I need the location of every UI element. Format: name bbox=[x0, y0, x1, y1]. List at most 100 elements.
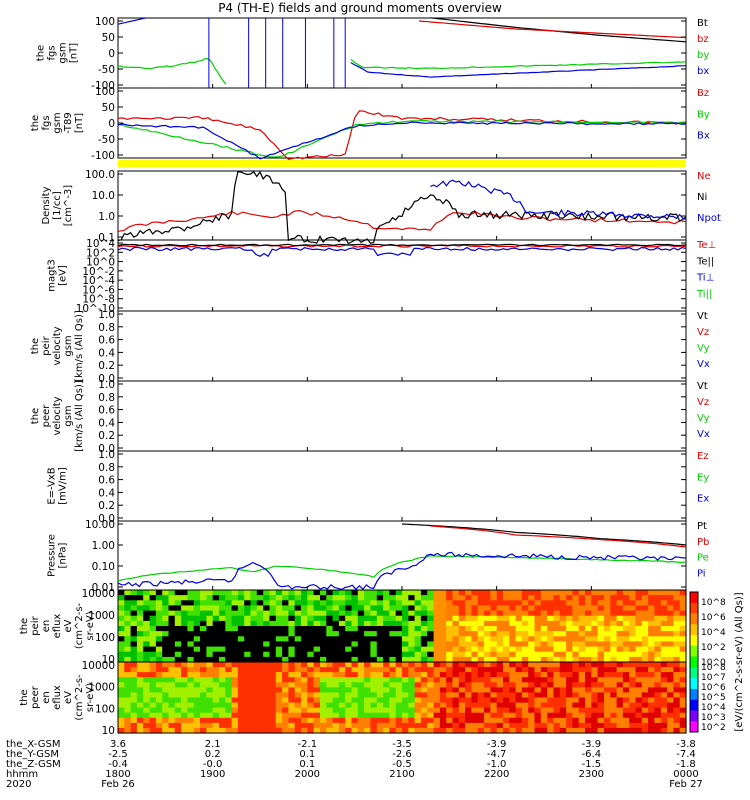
spectrogram-cell bbox=[566, 595, 573, 601]
spectrogram-cell bbox=[219, 651, 226, 658]
spectrogram-cell bbox=[326, 677, 334, 683]
spectrogram-cell bbox=[244, 605, 252, 612]
spectrogram-cell bbox=[149, 707, 157, 714]
spectrogram-cell bbox=[553, 626, 561, 632]
spectrogram-cell bbox=[509, 722, 517, 729]
spectrogram-cell bbox=[168, 615, 176, 622]
spectrogram-cell bbox=[635, 656, 643, 663]
spectrogram-cell bbox=[585, 620, 592, 627]
spectrogram-cell bbox=[174, 600, 182, 606]
colorbar-segment bbox=[690, 699, 698, 711]
spectrogram-cell bbox=[433, 697, 441, 704]
spectrogram-cell bbox=[320, 615, 327, 622]
spectrogram-cell bbox=[572, 615, 580, 622]
spectrogram-cell bbox=[193, 722, 201, 729]
spectrogram-cell bbox=[553, 610, 561, 617]
spectrogram-cell bbox=[553, 717, 561, 724]
spectrogram-cell bbox=[345, 702, 353, 709]
spectrogram-cell bbox=[654, 692, 662, 699]
spectrogram-cell bbox=[610, 620, 618, 627]
spectrogram-cell bbox=[206, 687, 214, 694]
spectrogram-cell bbox=[174, 610, 182, 617]
spectrogram-cell bbox=[528, 697, 536, 704]
spectrogram-cell bbox=[124, 727, 132, 734]
spectrogram-cell bbox=[250, 692, 258, 699]
spectrogram-cell bbox=[648, 615, 655, 622]
spectrogram-cell bbox=[446, 697, 454, 704]
spectrogram-cell bbox=[521, 707, 529, 714]
spectrogram-cell bbox=[604, 626, 611, 632]
footer-row-label: the_Y-GSM bbox=[6, 749, 59, 760]
spectrogram-cell bbox=[427, 697, 435, 704]
spectrogram-cell bbox=[477, 636, 485, 642]
spectrogram-cell bbox=[553, 620, 561, 627]
spectrogram-cell bbox=[490, 667, 498, 673]
spectrogram-cell bbox=[610, 697, 618, 704]
spectrogram-cell bbox=[275, 712, 283, 719]
spectrogram-cell bbox=[237, 615, 245, 622]
spectrogram-cell bbox=[320, 610, 327, 617]
spectrogram-cell bbox=[667, 672, 674, 678]
colorbar-label: [eV/(cm^2-s-sr-eV) (All Qs)] bbox=[734, 592, 745, 731]
spectrogram-cell bbox=[452, 672, 460, 678]
spectrogram-cell bbox=[155, 702, 163, 709]
spectrogram-cell bbox=[168, 646, 176, 653]
spectrogram-cell bbox=[667, 646, 674, 653]
spectrogram-cell bbox=[452, 727, 460, 734]
spectrogram-cell bbox=[458, 656, 466, 663]
spectrogram-cell bbox=[263, 605, 271, 612]
spectrogram-cell bbox=[597, 727, 605, 734]
spectrogram-cell bbox=[566, 667, 573, 673]
spectrogram-cell bbox=[130, 651, 138, 658]
spectrogram-cell bbox=[673, 727, 681, 734]
spectrogram-cell bbox=[124, 626, 132, 632]
colorbar-tick-label: 10^7 bbox=[701, 673, 726, 683]
spectrogram-cell bbox=[439, 667, 447, 673]
spectrogram-cell bbox=[446, 646, 454, 653]
spectrogram-cell bbox=[490, 677, 498, 683]
spectrogram-cell bbox=[225, 692, 233, 699]
spectrogram-cell bbox=[622, 712, 630, 719]
spectrogram-cell bbox=[313, 662, 321, 668]
spectrogram-cell bbox=[181, 697, 188, 704]
spectrogram-cell bbox=[130, 662, 138, 668]
spectrogram-cell bbox=[597, 712, 605, 719]
spectrogram-cell bbox=[376, 651, 384, 658]
spectrogram-cell bbox=[181, 656, 188, 663]
spectrogram-cell bbox=[174, 712, 182, 719]
spectrogram-cell bbox=[168, 712, 176, 719]
panel-frame bbox=[117, 450, 687, 522]
spectrogram-cell bbox=[679, 692, 687, 699]
spectrogram-cell bbox=[641, 712, 649, 719]
spectrogram-cell bbox=[635, 697, 643, 704]
spectrogram-cell bbox=[124, 605, 132, 612]
spectrogram-cell bbox=[629, 722, 637, 729]
spectrogram-cell bbox=[458, 697, 466, 704]
spectrogram-cell bbox=[610, 707, 618, 714]
spectrogram-cell bbox=[282, 626, 289, 632]
spectrogram-cell bbox=[212, 620, 220, 627]
spectrogram-cell bbox=[301, 672, 308, 678]
spectrogram-cell bbox=[547, 595, 555, 601]
spectrogram-cell bbox=[168, 697, 176, 704]
spectrogram-cell bbox=[307, 626, 315, 632]
spectrogram-cell bbox=[528, 641, 536, 648]
spectrogram-cell bbox=[629, 667, 637, 673]
spectrogram-cell bbox=[616, 682, 624, 688]
spectrogram-cell bbox=[118, 717, 125, 724]
spectrogram-cell bbox=[256, 600, 264, 606]
spectrogram-cell bbox=[578, 646, 586, 653]
spectrogram-cell bbox=[515, 672, 523, 678]
spectrogram-cell bbox=[206, 697, 214, 704]
spectrogram-cell bbox=[130, 722, 138, 729]
spectrogram-cell bbox=[307, 636, 315, 642]
spectrogram-cell bbox=[345, 682, 353, 688]
spectrogram-cell bbox=[282, 722, 289, 729]
spectrogram-cell bbox=[420, 722, 428, 729]
spectrogram-cell bbox=[553, 667, 561, 673]
spectrogram-cell bbox=[641, 727, 649, 734]
spectrogram-cell bbox=[174, 590, 182, 596]
spectrogram-cell bbox=[402, 677, 409, 683]
spectrogram-cell bbox=[648, 662, 655, 668]
spectrogram-cell bbox=[181, 707, 188, 714]
